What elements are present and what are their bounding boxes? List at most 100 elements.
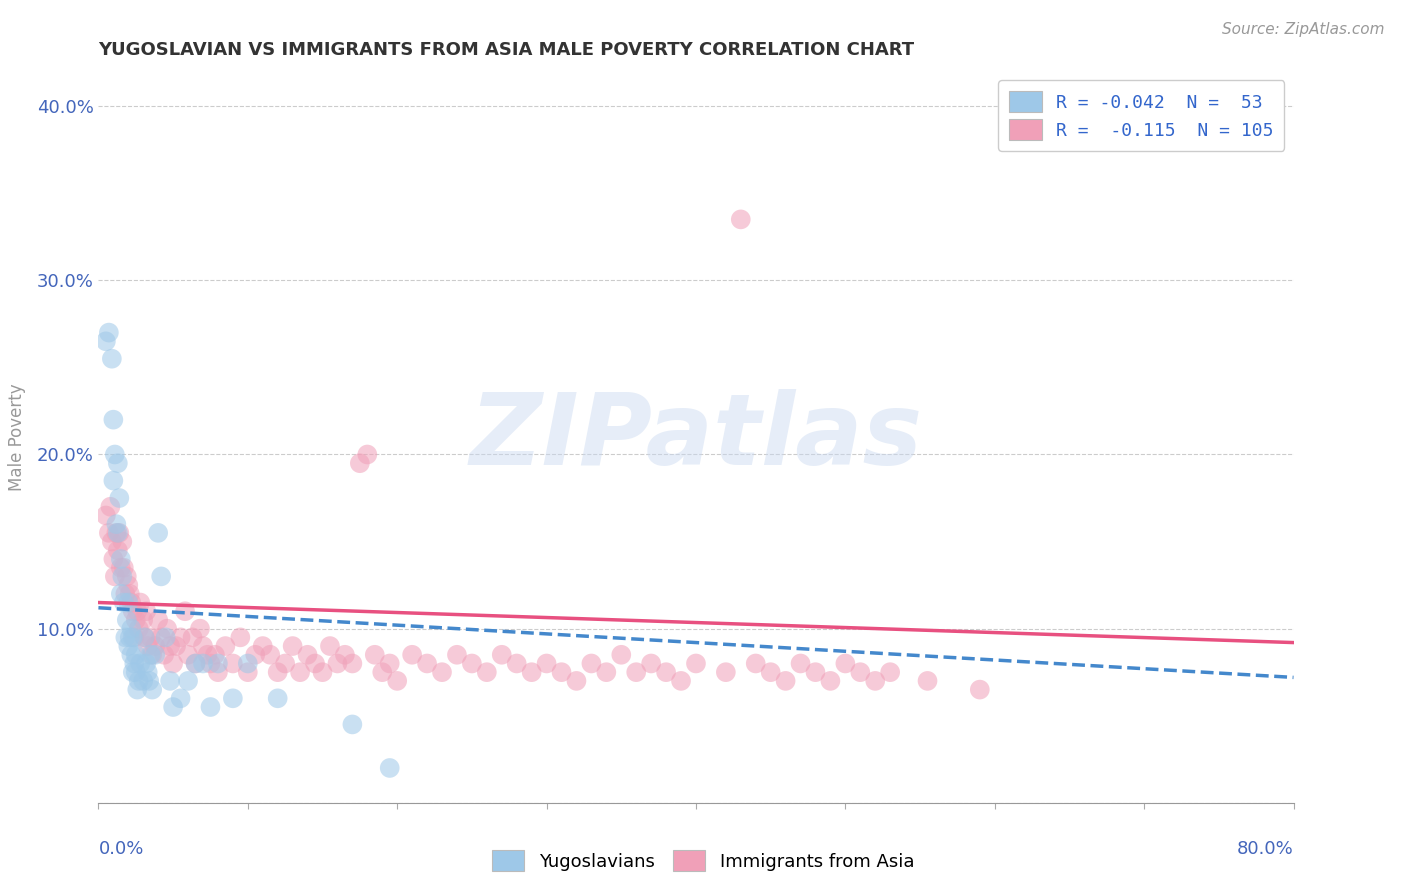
Point	[745, 657, 768, 671]
Point	[879, 665, 901, 680]
Point	[333, 648, 356, 662]
Point	[139, 648, 162, 662]
Point	[491, 648, 513, 662]
Point	[132, 613, 155, 627]
Point	[107, 456, 129, 470]
Point	[610, 648, 633, 662]
Point	[159, 639, 181, 653]
Point	[626, 665, 648, 680]
Point	[342, 717, 364, 731]
Point	[148, 613, 170, 627]
Point	[107, 525, 129, 540]
Point	[104, 569, 127, 583]
Point	[252, 639, 274, 653]
Point	[112, 595, 135, 609]
Point	[297, 648, 319, 662]
Text: 0.0%: 0.0%	[98, 840, 143, 858]
Point	[114, 587, 136, 601]
Point	[536, 657, 558, 671]
Point	[135, 604, 157, 618]
Point	[121, 604, 143, 618]
Point	[136, 639, 159, 653]
Point	[267, 665, 290, 680]
Point	[461, 657, 484, 671]
Point	[849, 665, 872, 680]
Point	[117, 639, 139, 653]
Point	[267, 691, 290, 706]
Point	[789, 657, 811, 671]
Point	[134, 631, 156, 645]
Point	[110, 587, 132, 601]
Point	[139, 631, 162, 645]
Point	[103, 552, 125, 566]
Point	[162, 700, 184, 714]
Point	[125, 613, 148, 627]
Point	[200, 657, 222, 671]
Point	[98, 500, 122, 514]
Text: ZIPatlas: ZIPatlas	[470, 389, 922, 485]
Point	[430, 665, 453, 680]
Point	[169, 631, 191, 645]
Point	[207, 657, 229, 671]
Point	[104, 448, 127, 462]
Point	[115, 613, 138, 627]
Point	[101, 534, 124, 549]
Point	[103, 474, 125, 488]
Point	[162, 657, 184, 671]
Point	[356, 448, 378, 462]
Point	[156, 622, 179, 636]
Point	[105, 525, 128, 540]
Point	[143, 639, 166, 653]
Point	[125, 665, 148, 680]
Point	[184, 657, 207, 671]
Legend: R = -0.042  N =  53, R =  -0.115  N = 105: R = -0.042 N = 53, R = -0.115 N = 105	[998, 80, 1285, 151]
Point	[714, 665, 737, 680]
Point	[120, 622, 142, 636]
Point	[120, 648, 142, 662]
Point	[97, 326, 120, 340]
Point	[94, 508, 117, 523]
Point	[124, 657, 146, 671]
Point	[259, 648, 281, 662]
Point	[132, 673, 155, 688]
Point	[117, 578, 139, 592]
Point	[222, 657, 245, 671]
Point	[127, 682, 149, 697]
Point	[110, 560, 132, 574]
Point	[184, 657, 207, 671]
Point	[669, 673, 692, 688]
Point	[105, 517, 128, 532]
Point	[120, 595, 142, 609]
Point	[281, 639, 304, 653]
Point	[110, 552, 132, 566]
Point	[124, 631, 146, 645]
Point	[134, 631, 156, 645]
Point	[181, 631, 204, 645]
Point	[349, 456, 371, 470]
Point	[236, 665, 259, 680]
Point	[127, 604, 149, 618]
Point	[153, 648, 176, 662]
Point	[169, 691, 191, 706]
Point	[200, 700, 222, 714]
Point	[416, 657, 439, 671]
Point	[141, 648, 163, 662]
Point	[129, 657, 152, 671]
Point	[148, 525, 170, 540]
Legend: Yugoslavians, Immigrants from Asia: Yugoslavians, Immigrants from Asia	[485, 843, 921, 879]
Point	[97, 525, 120, 540]
Point	[188, 622, 211, 636]
Point	[214, 639, 236, 653]
Point	[385, 673, 409, 688]
Point	[135, 657, 157, 671]
Point	[364, 648, 387, 662]
Point	[775, 673, 797, 688]
Point	[565, 673, 588, 688]
Point	[118, 587, 141, 601]
Text: 80.0%: 80.0%	[1237, 840, 1294, 858]
Point	[595, 665, 617, 680]
Point	[141, 682, 163, 697]
Point	[820, 673, 842, 688]
Point	[326, 657, 349, 671]
Point	[640, 657, 662, 671]
